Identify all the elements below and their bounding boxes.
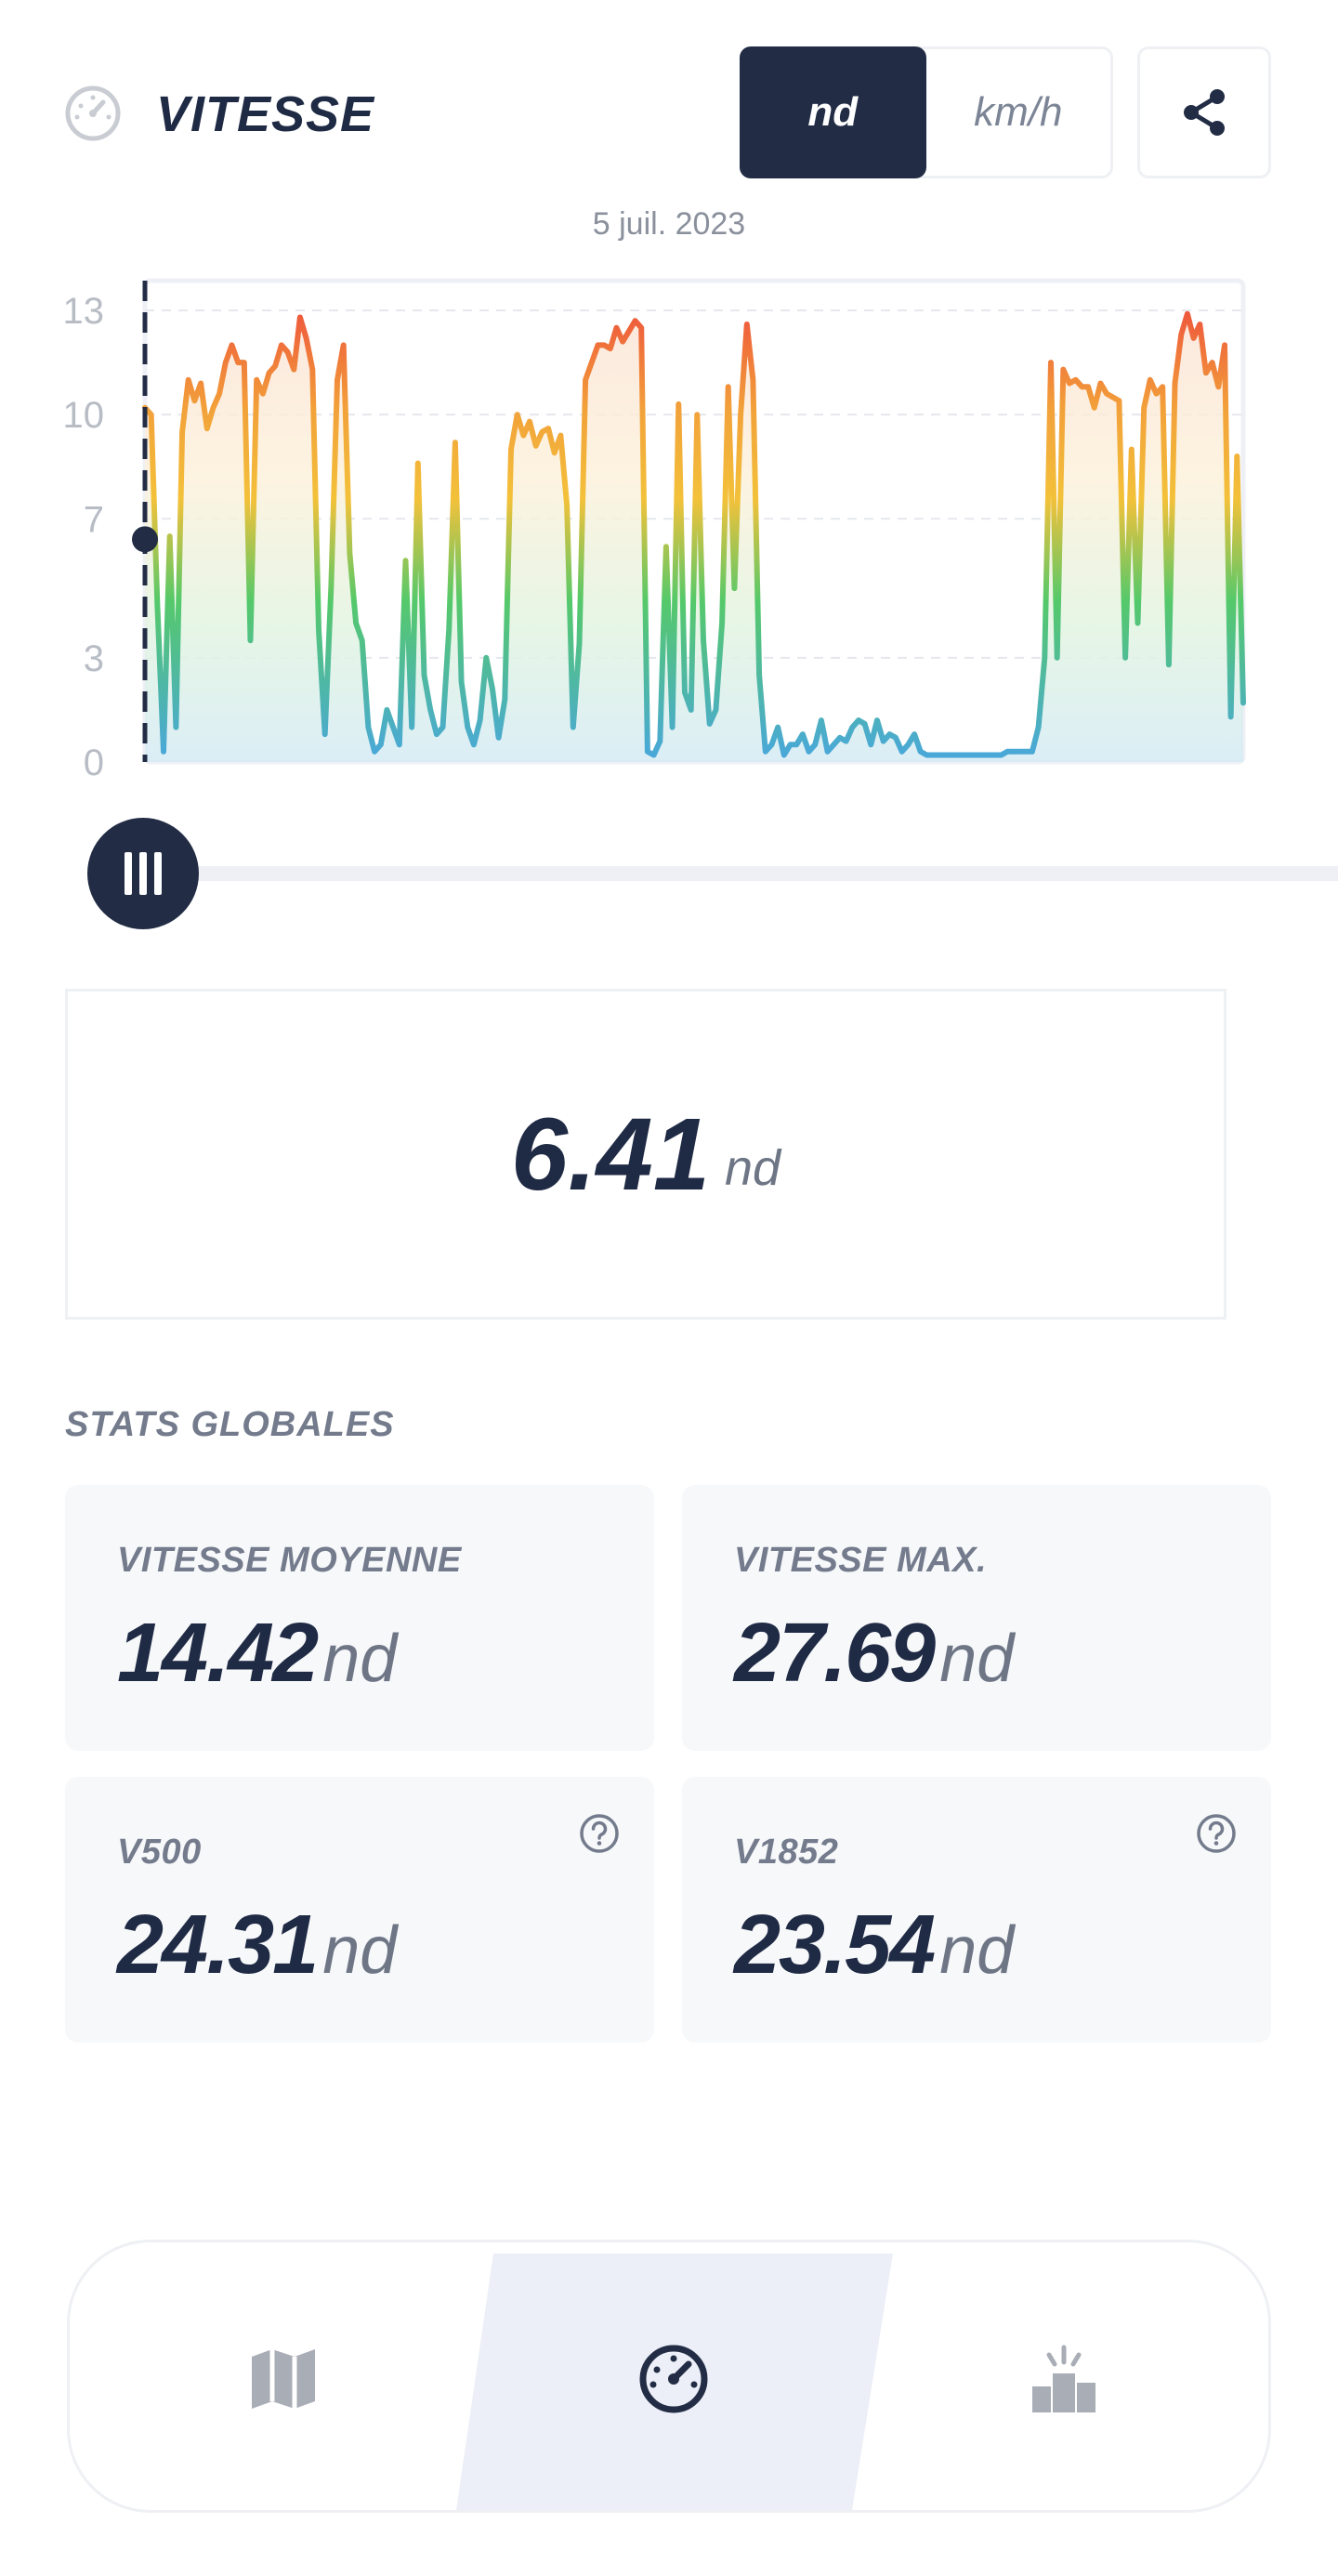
chart-cursor-dot	[132, 526, 158, 553]
current-speed-unit: nd	[725, 1140, 781, 1196]
speed-area-fill	[145, 313, 1243, 762]
stat-value: 27.69	[734, 1607, 936, 1700]
current-speed-box: 6.41 nd	[65, 989, 1226, 1320]
stat-card-v1852: V1852 23.54 nd	[682, 1777, 1271, 2043]
stats-section-title: STATS GLOBALES	[65, 1405, 395, 1444]
speed-chart[interactable]: 13 10 7 3 0	[0, 269, 1338, 790]
stat-value: 23.54	[734, 1899, 936, 1991]
y-tick-label: 7	[84, 499, 104, 540]
unit-kmh-button[interactable]: km/h	[974, 89, 1063, 135]
nav-item-podium[interactable]	[906, 2242, 1222, 2510]
map-icon	[252, 2349, 315, 2409]
y-tick-label: 0	[84, 743, 104, 783]
page-title: VITESSE	[156, 86, 375, 142]
stat-card-average: VITESSE MOYENNE 14.42 nd	[65, 1485, 654, 1751]
stat-value: 14.42	[117, 1607, 319, 1700]
speed-chart-svg: 13 10 7 3 0	[63, 278, 1246, 783]
nav-item-speed[interactable]	[516, 2242, 832, 2510]
stat-unit: nd	[322, 1622, 398, 1696]
stat-label: V1852	[734, 1833, 839, 1872]
stat-value: 24.31	[117, 1899, 319, 1991]
nav-item-map[interactable]	[125, 2242, 441, 2510]
bottom-nav	[67, 2240, 1271, 2513]
stat-unit: nd	[939, 1913, 1015, 1988]
unit-nd-button[interactable]: nd	[740, 46, 926, 178]
y-tick-label: 10	[63, 395, 105, 436]
unit-toggle: nd km/h	[740, 46, 1113, 178]
stat-label: VITESSE MOYENNE	[117, 1541, 462, 1580]
stat-card-max: VITESSE MAX. 27.69 nd	[682, 1485, 1271, 1751]
current-speed-value: 6.41	[510, 1097, 710, 1212]
help-icon[interactable]	[578, 1812, 621, 1855]
speedometer-icon	[639, 2345, 708, 2413]
speedometer-icon	[65, 85, 121, 141]
y-tick-label: 3	[84, 638, 104, 679]
stat-label: VITESSE MAX.	[734, 1541, 988, 1580]
stat-card-v500: V500 24.31 nd	[65, 1777, 654, 2043]
time-slider[interactable]	[84, 808, 1338, 939]
stat-label: V500	[117, 1833, 202, 1872]
stat-unit: nd	[322, 1913, 398, 1988]
y-tick-label: 13	[63, 291, 105, 332]
help-icon[interactable]	[1195, 1812, 1238, 1855]
podium-icon	[1032, 2345, 1095, 2412]
header: VITESSE nd km/h	[0, 0, 1338, 186]
speed-series-line	[142, 310, 1246, 758]
date-label: 5 juil. 2023	[592, 206, 746, 242]
share-button[interactable]	[1137, 46, 1271, 178]
slider-track[interactable]	[139, 866, 1338, 881]
share-icon	[1184, 89, 1225, 136]
slider-handle[interactable]	[87, 818, 199, 929]
stat-unit: nd	[939, 1622, 1015, 1696]
